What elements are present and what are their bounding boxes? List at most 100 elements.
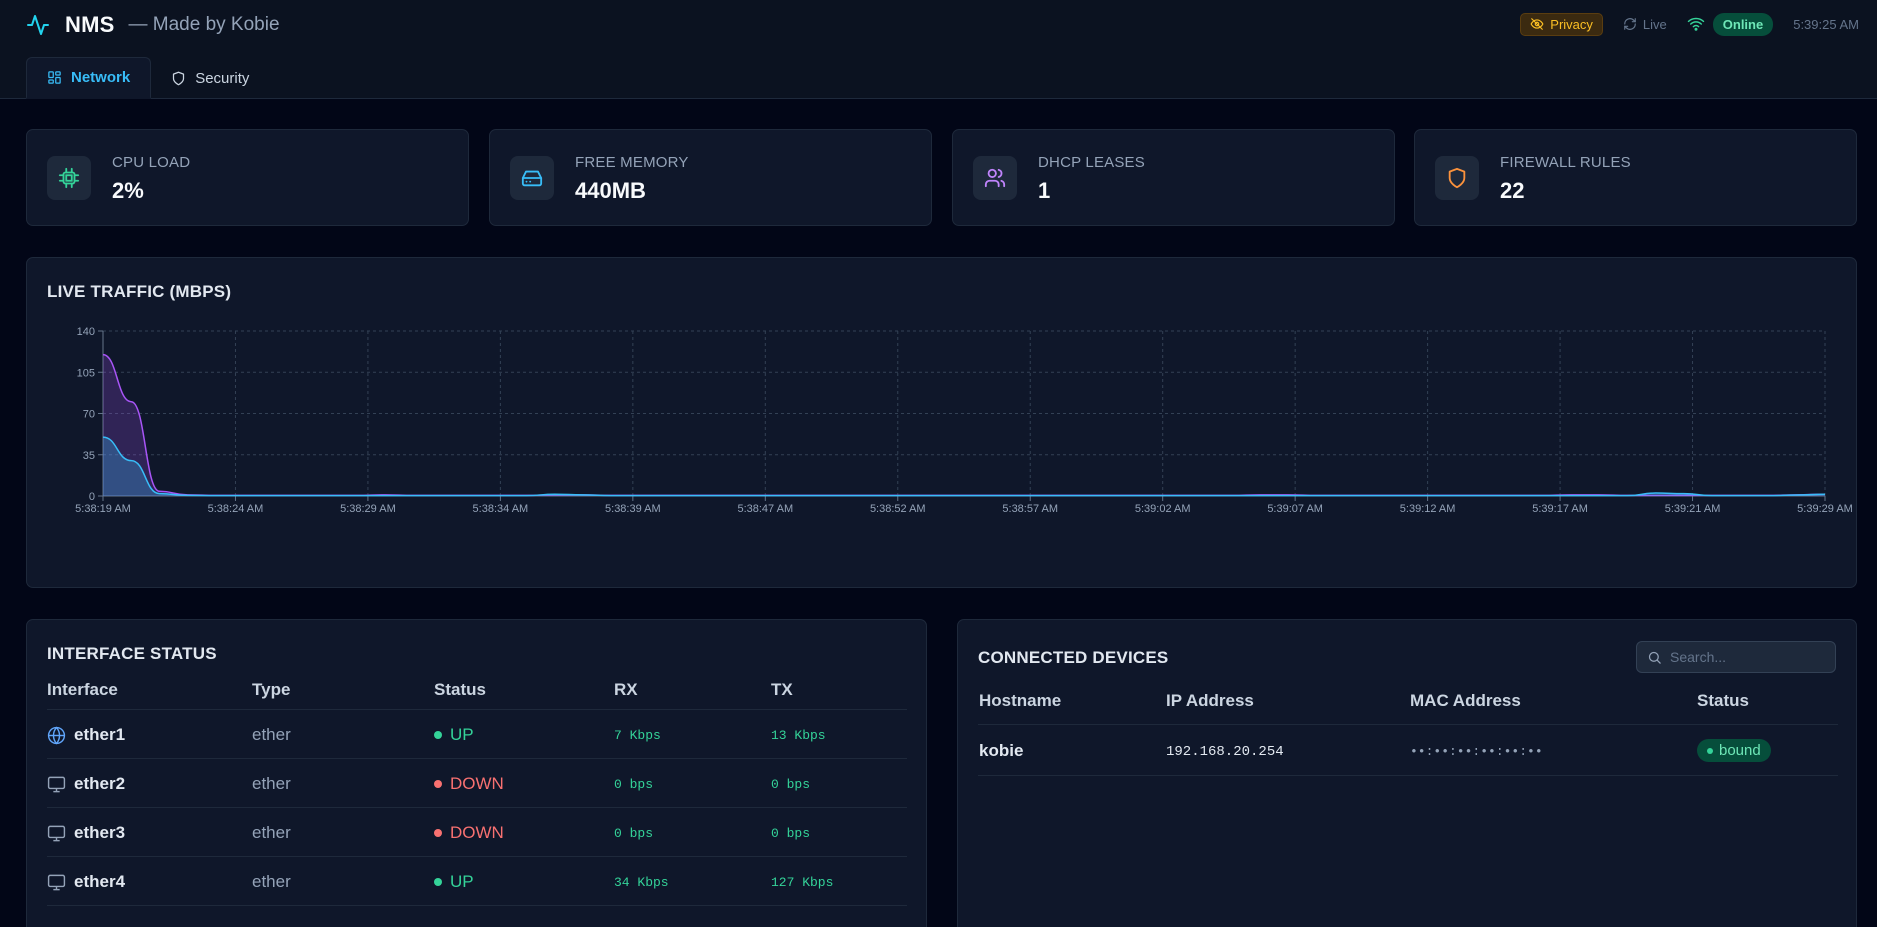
series-area-0	[103, 354, 1825, 496]
table-row[interactable]: kobie 192.168.20.254 ••:••:••:••:••:•• b…	[978, 726, 1838, 776]
col-hostname: Hostname	[979, 691, 1062, 710]
app-header: NMS — Made by Kobie Privacy Live	[0, 0, 1877, 99]
interface-tx: 13 Kbps	[771, 728, 826, 743]
x-tick-label: 5:38:47 AM	[737, 503, 793, 515]
interface-type: ether	[252, 823, 291, 842]
tab-security[interactable]: Security	[151, 57, 269, 99]
wifi-icon	[1687, 17, 1705, 31]
col-mac: MAC Address	[1410, 691, 1521, 710]
col-status: Status	[434, 680, 486, 699]
status-dot	[434, 731, 442, 739]
col-status: Status	[1697, 691, 1749, 710]
x-tick-label: 5:39:02 AM	[1135, 503, 1191, 515]
table-row[interactable]: ether1 ether UP 7 Kbps 13 Kbps	[47, 711, 907, 759]
stat-value: 1	[1038, 178, 1051, 203]
stat-label: DHCP LEASES	[1038, 154, 1145, 171]
x-tick-label: 5:38:57 AM	[1002, 503, 1058, 515]
x-tick-label: 5:38:34 AM	[473, 503, 529, 515]
status-cell: DOWN	[434, 823, 504, 843]
stat-card-cpu: CPU LOAD 2%	[26, 129, 469, 226]
interface-tx: 127 Kbps	[771, 875, 834, 890]
live-traffic-card: LIVE TRAFFIC (MBPS) 0 35 70 105 140 5:38:19 A…	[26, 257, 1857, 588]
live-toggle[interactable]: Live	[1623, 17, 1667, 32]
interface-rx: 34 Kbps	[614, 875, 669, 890]
monitor-icon	[47, 825, 66, 841]
table-row[interactable]: ether3 ether DOWN 0 bps 0 bps	[47, 809, 907, 857]
tab-security-label: Security	[195, 69, 250, 87]
series-area-1	[103, 437, 1825, 496]
traffic-chart: 0 35 70 105 140 5:38:19 AM 5:38:24 AM 5:38:29 A…	[75, 326, 1853, 515]
stat-card-dhcp: DHCP LEASES 1	[952, 129, 1395, 226]
online-status-badge: Online	[1712, 12, 1774, 36]
cpu-icon	[47, 156, 91, 200]
shield-icon	[1435, 156, 1479, 200]
interface-name: ether3	[74, 823, 126, 842]
table-row[interactable]: ether2 ether DOWN 0 bps 0 bps	[47, 760, 907, 808]
interface-cell: ether2	[47, 774, 125, 794]
x-tick-label: 5:38:19 AM	[75, 503, 131, 515]
x-tick-label: 5:38:29 AM	[340, 503, 396, 515]
stat-value: 22	[1500, 178, 1525, 203]
interface-type: ether	[252, 725, 291, 744]
interface-status: DOWN	[450, 823, 504, 842]
table-row[interactable]: ether4 ether UP 34 Kbps 127 Kbps	[47, 858, 907, 906]
interface-tx: 0 bps	[771, 826, 811, 841]
y-tick-label: 105	[77, 367, 95, 379]
interface-cell: ether1	[47, 725, 125, 745]
device-ip: 192.168.20.254	[1166, 744, 1284, 760]
activity-icon	[27, 15, 49, 35]
monitor-icon	[47, 874, 66, 890]
interface-cell: ether4	[47, 872, 125, 892]
app-title: NMS	[65, 12, 115, 37]
interface-rx: 0 bps	[614, 826, 654, 841]
interface-name: ether2	[74, 774, 126, 793]
shield-icon	[173, 71, 185, 85]
tab-network-label: Network	[71, 69, 131, 86]
col-rx: RX	[614, 680, 638, 699]
plot-area: 0 35 70 105 140 5:38:19 AM 5:38:24 AM 5:38:29 A…	[75, 326, 1853, 515]
interface-rx: 7 Kbps	[614, 728, 661, 743]
dashboard-icon	[48, 71, 61, 84]
app-subtitle: — Made by Kobie	[128, 14, 280, 35]
x-tick-label: 5:38:24 AM	[208, 503, 264, 515]
status-dot	[434, 829, 442, 837]
monitor-icon	[47, 776, 66, 792]
interface-status-title: INTERFACE STATUS	[47, 644, 217, 663]
device-hostname: kobie	[979, 741, 1024, 760]
chart-title: LIVE TRAFFIC (MBPS)	[47, 282, 232, 301]
col-ip: IP Address	[1166, 691, 1254, 710]
main-tabs: Network Security	[26, 57, 269, 99]
status-dot	[434, 878, 442, 886]
interface-rx: 0 bps	[614, 777, 654, 792]
table-header: Hostname IP Address MAC Address Status	[978, 683, 1838, 725]
clock: 5:39:25 AM	[1793, 16, 1859, 32]
interface-name: ether4	[74, 872, 126, 891]
search-icon	[1648, 651, 1661, 664]
y-tick-label: 0	[89, 491, 95, 503]
device-search[interactable]	[1636, 641, 1836, 673]
privacy-label: Privacy	[1550, 16, 1593, 32]
device-status: bound	[1719, 742, 1761, 759]
stat-label: FREE MEMORY	[575, 154, 689, 171]
search-input[interactable]	[1670, 649, 1830, 665]
interface-tx: 0 bps	[771, 777, 811, 792]
status-cell: DOWN	[434, 774, 504, 794]
x-tick-label: 5:38:52 AM	[870, 503, 926, 515]
device-mac: ••:••:••:••:••:••	[1410, 744, 1543, 759]
status-cell: UP	[434, 725, 474, 745]
users-icon	[973, 156, 1017, 200]
x-tick-label: 5:39:21 AM	[1665, 503, 1721, 515]
stat-label: CPU LOAD	[112, 154, 191, 171]
tab-network[interactable]: Network	[26, 57, 152, 99]
header-status-bar: Privacy Live Online 5:39:25 AM	[1520, 12, 1859, 36]
globe-icon	[47, 726, 66, 744]
live-label: Live	[1642, 16, 1667, 32]
stat-card-memory: FREE MEMORY 440MB	[489, 129, 932, 226]
x-tick-label: 5:38:39 AM	[605, 503, 661, 515]
x-tick-label: 5:39:12 AM	[1400, 503, 1456, 515]
refresh-icon	[1624, 18, 1636, 30]
y-tick-label: 35	[83, 450, 95, 462]
interface-status: DOWN	[450, 774, 504, 793]
privacy-toggle[interactable]: Privacy	[1520, 12, 1603, 36]
col-interface: Interface	[47, 680, 118, 699]
